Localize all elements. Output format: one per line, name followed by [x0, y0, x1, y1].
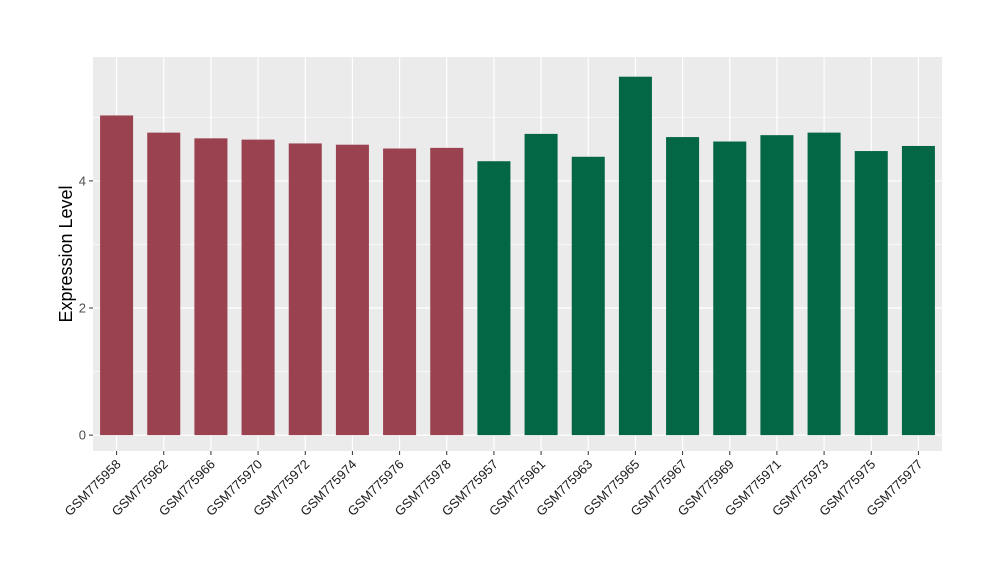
bar-GSM775957	[477, 161, 511, 436]
bar-GSM775967	[666, 137, 700, 436]
bar-GSM775961	[524, 133, 558, 436]
bar-GSM775965	[618, 76, 652, 436]
x-axis: GSM775958GSM775962GSM775966GSM775970GSM7…	[61, 451, 926, 519]
y-tick-label: 4	[79, 173, 86, 188]
bar-GSM775974	[335, 144, 369, 436]
bar-GSM775973	[807, 132, 841, 436]
bars	[100, 76, 935, 436]
y-axis-title: Expression Level	[56, 185, 76, 322]
y-tick-label: 0	[79, 428, 86, 443]
bar-GSM775977	[901, 145, 935, 436]
bar-GSM775972	[288, 143, 322, 436]
bar-GSM775962	[147, 132, 181, 436]
bar-GSM775970	[241, 139, 275, 436]
bar-GSM775966	[194, 138, 228, 436]
bar-GSM775969	[713, 141, 747, 436]
bar-GSM775975	[854, 151, 888, 436]
y-tick-label: 2	[79, 301, 86, 316]
plot-panel	[93, 57, 942, 451]
bar-GSM775976	[383, 148, 417, 436]
bar-GSM775978	[430, 147, 464, 436]
bar-GSM775958	[100, 115, 134, 436]
bar-GSM775971	[760, 135, 794, 436]
bar-GSM775963	[571, 156, 605, 436]
y-axis: 0 2 4	[79, 173, 93, 443]
